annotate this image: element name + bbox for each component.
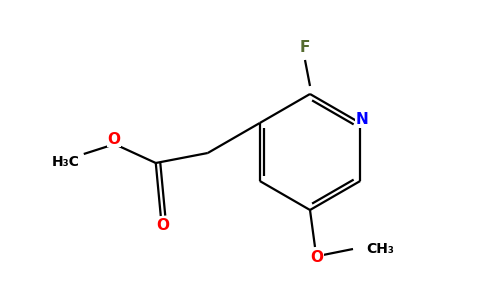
Text: O: O — [156, 218, 169, 232]
Text: CH₃: CH₃ — [366, 242, 394, 256]
Text: H₃C: H₃C — [52, 155, 80, 169]
Text: N: N — [356, 112, 369, 128]
Text: O: O — [107, 131, 120, 146]
Text: F: F — [300, 40, 310, 55]
Text: O: O — [311, 250, 323, 265]
